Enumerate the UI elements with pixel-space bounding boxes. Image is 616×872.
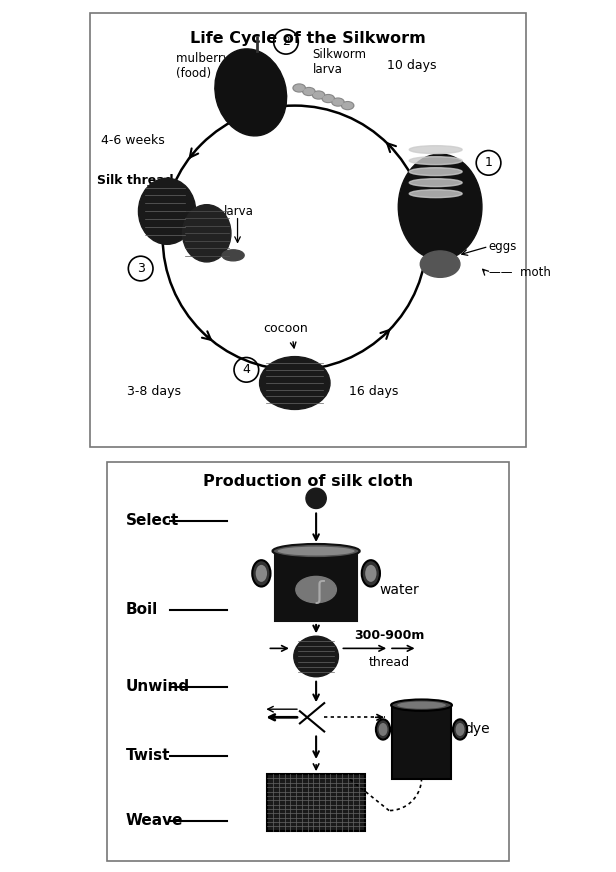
Ellipse shape [294,637,338,677]
Text: Weave: Weave [126,814,183,828]
FancyBboxPatch shape [275,550,357,621]
Ellipse shape [182,205,231,262]
Ellipse shape [362,560,380,587]
Ellipse shape [341,102,354,110]
Ellipse shape [399,154,482,260]
Text: 10 days: 10 days [387,59,437,72]
Ellipse shape [259,357,330,410]
Ellipse shape [409,179,462,187]
Ellipse shape [456,723,464,736]
Ellipse shape [215,49,286,136]
Ellipse shape [365,565,376,582]
Ellipse shape [391,699,452,711]
Ellipse shape [379,723,387,736]
Text: 4: 4 [243,364,250,377]
Text: thread: thread [368,657,410,670]
Ellipse shape [139,178,196,244]
Ellipse shape [314,92,323,98]
Text: dye: dye [464,723,490,737]
Text: Unwind: Unwind [126,679,190,694]
Ellipse shape [294,85,304,91]
Ellipse shape [296,576,336,603]
FancyBboxPatch shape [392,705,451,779]
Ellipse shape [409,157,462,165]
Ellipse shape [323,96,333,101]
Text: Twist: Twist [126,748,170,763]
Ellipse shape [252,560,270,587]
Text: ʃ: ʃ [316,580,325,603]
Text: 300-900m: 300-900m [354,630,424,643]
Ellipse shape [322,94,334,103]
Ellipse shape [293,84,306,92]
Ellipse shape [222,249,244,261]
Ellipse shape [397,701,446,709]
Text: 3-8 days: 3-8 days [127,385,181,399]
Ellipse shape [409,190,462,198]
Ellipse shape [278,547,355,555]
Ellipse shape [302,87,315,95]
Text: Select: Select [126,513,179,528]
Text: 1: 1 [485,156,492,169]
Text: Life Cycle of the Silkworm: Life Cycle of the Silkworm [190,31,426,45]
Text: Silk thread: Silk thread [97,174,173,187]
Text: ——  moth: —— moth [488,267,551,279]
Ellipse shape [312,91,325,99]
Text: eggs: eggs [488,240,517,253]
Ellipse shape [333,99,342,105]
Ellipse shape [342,103,352,108]
Text: 3: 3 [137,262,145,275]
Text: Production of silk cloth: Production of silk cloth [203,474,413,489]
Ellipse shape [304,89,314,94]
Text: cocoon: cocoon [264,322,309,335]
Ellipse shape [376,719,390,739]
Text: 2: 2 [282,35,290,48]
Circle shape [306,488,326,508]
FancyBboxPatch shape [107,462,509,862]
Text: larva: larva [224,205,254,218]
Ellipse shape [409,146,462,153]
Text: Silkworm
larva: Silkworm larva [312,48,367,76]
Text: water: water [379,582,419,596]
Text: 4-6 weeks: 4-6 weeks [101,134,165,147]
Ellipse shape [420,251,460,277]
Ellipse shape [453,719,467,739]
Ellipse shape [409,167,462,175]
Ellipse shape [272,544,360,558]
FancyBboxPatch shape [90,13,526,446]
FancyBboxPatch shape [267,774,365,831]
Text: 16 days: 16 days [349,385,399,399]
Ellipse shape [256,565,267,582]
Ellipse shape [332,99,344,106]
Text: mulberry leaf
(food): mulberry leaf (food) [176,52,256,80]
Text: Boil: Boil [126,603,158,617]
